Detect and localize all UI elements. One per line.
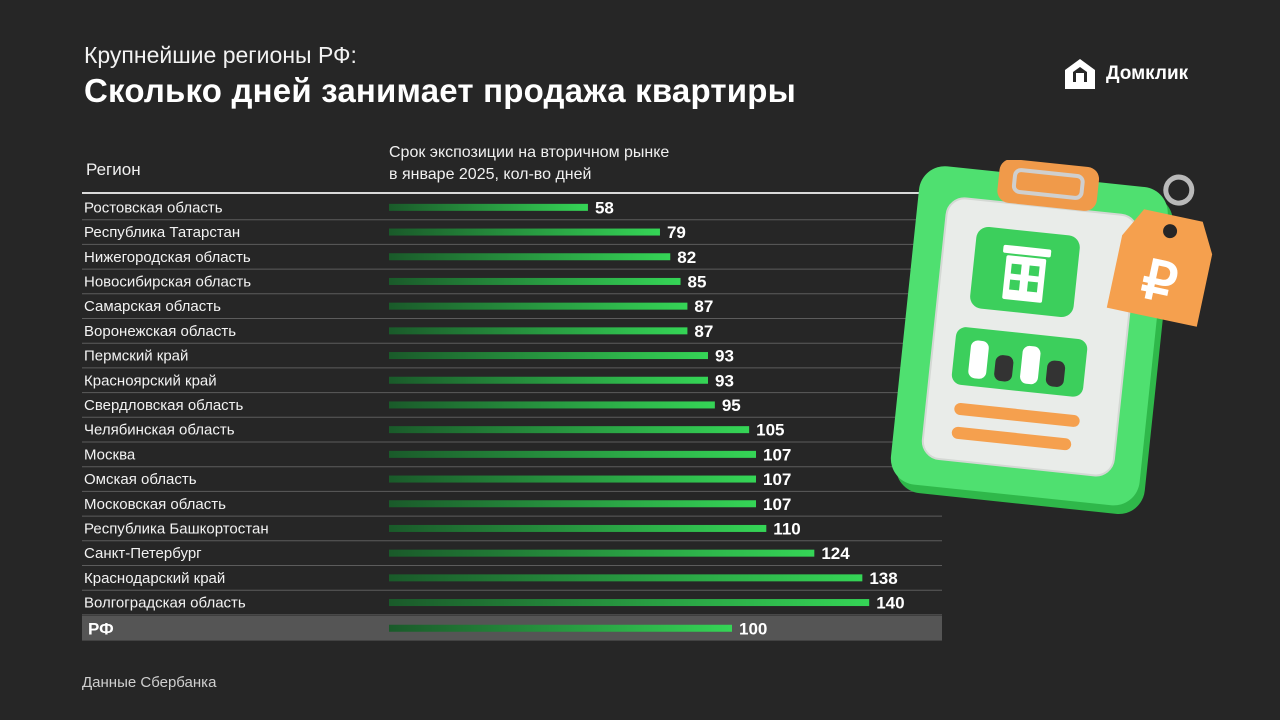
data-label: 110: [773, 519, 800, 538]
total-bar: [389, 624, 732, 632]
bar: [389, 277, 681, 285]
data-label: 138: [869, 569, 897, 588]
data-label: 107: [763, 470, 791, 489]
bar: [389, 253, 671, 261]
data-label: 107: [763, 495, 791, 514]
region-label: Санкт-Петербург: [84, 545, 202, 562]
brand-name: Домклик: [1106, 63, 1189, 84]
bar: [389, 302, 688, 310]
column-header-value-line2: в январе 2025, кол-во дней: [389, 166, 592, 183]
data-label: 107: [763, 445, 791, 464]
region-label: Свердловская область: [84, 397, 244, 414]
bar: [389, 228, 660, 236]
column-header-value: Срок экспозиции на вторичном рынке в янв…: [389, 142, 789, 186]
data-label: 140: [876, 594, 904, 613]
data-label: 105: [756, 421, 784, 440]
bar: [389, 327, 688, 335]
region-label: Волгоградская область: [84, 595, 246, 612]
region-label: Челябинская область: [84, 422, 235, 439]
source-note: Данные Сбербанка: [82, 674, 217, 691]
region-label: Республика Башкортостан: [84, 520, 269, 537]
region-label: Красноярский край: [84, 372, 217, 389]
region-label: Республика Татарстан: [84, 224, 240, 241]
region-label: Краснодарский край: [84, 570, 225, 587]
column-header-value-line1: Срок экспозиции на вторичном рынке: [389, 144, 670, 161]
data-label: 93: [715, 371, 734, 390]
data-label: 124: [821, 544, 850, 563]
region-label: Московская область: [84, 496, 226, 513]
data-label: 85: [688, 272, 707, 291]
bar: [389, 352, 708, 360]
page-title: Сколько дней занимает продажа квартиры: [84, 72, 796, 109]
bar: [389, 426, 750, 434]
bar: [389, 475, 757, 483]
region-label: Новосибирская область: [84, 273, 251, 290]
region-label: Омская область: [84, 471, 197, 488]
region-label: Воронежская область: [84, 323, 236, 340]
bar: [389, 203, 588, 211]
header-divider: [82, 192, 942, 194]
ruble-tag-icon: ₽: [1106, 174, 1213, 327]
bar: [389, 599, 870, 607]
bar: [389, 401, 715, 409]
data-label: 95: [722, 396, 741, 415]
data-label: 87: [694, 322, 713, 341]
clipboard-icon: [890, 160, 1173, 515]
data-label: 93: [715, 347, 734, 366]
data-label: 87: [694, 297, 713, 316]
bar: [389, 450, 757, 458]
bar: [389, 524, 767, 532]
region-label: Москва: [84, 446, 136, 463]
bar: [389, 574, 863, 582]
clipboard-illustration: ₽: [890, 160, 1213, 515]
region-label: Самарская область: [84, 298, 221, 315]
total-label: РФ: [88, 619, 114, 638]
region-label: Пермский край: [84, 348, 188, 365]
brand-logo: Домклик: [1062, 56, 1188, 92]
data-label: 82: [677, 248, 696, 267]
region-label: Нижегородская область: [84, 249, 251, 266]
region-label: Ростовская область: [84, 199, 223, 216]
bar: [389, 376, 708, 384]
data-label: 79: [667, 223, 686, 242]
bar: [389, 500, 757, 508]
total-data-label: 100: [739, 619, 767, 638]
domclick-logo-icon: [1065, 59, 1095, 89]
data-label: 58: [595, 198, 614, 217]
column-header-region: Регион: [86, 160, 141, 179]
page-subtitle: Крупнейшие регионы РФ:: [84, 42, 357, 68]
bar: [389, 549, 815, 557]
